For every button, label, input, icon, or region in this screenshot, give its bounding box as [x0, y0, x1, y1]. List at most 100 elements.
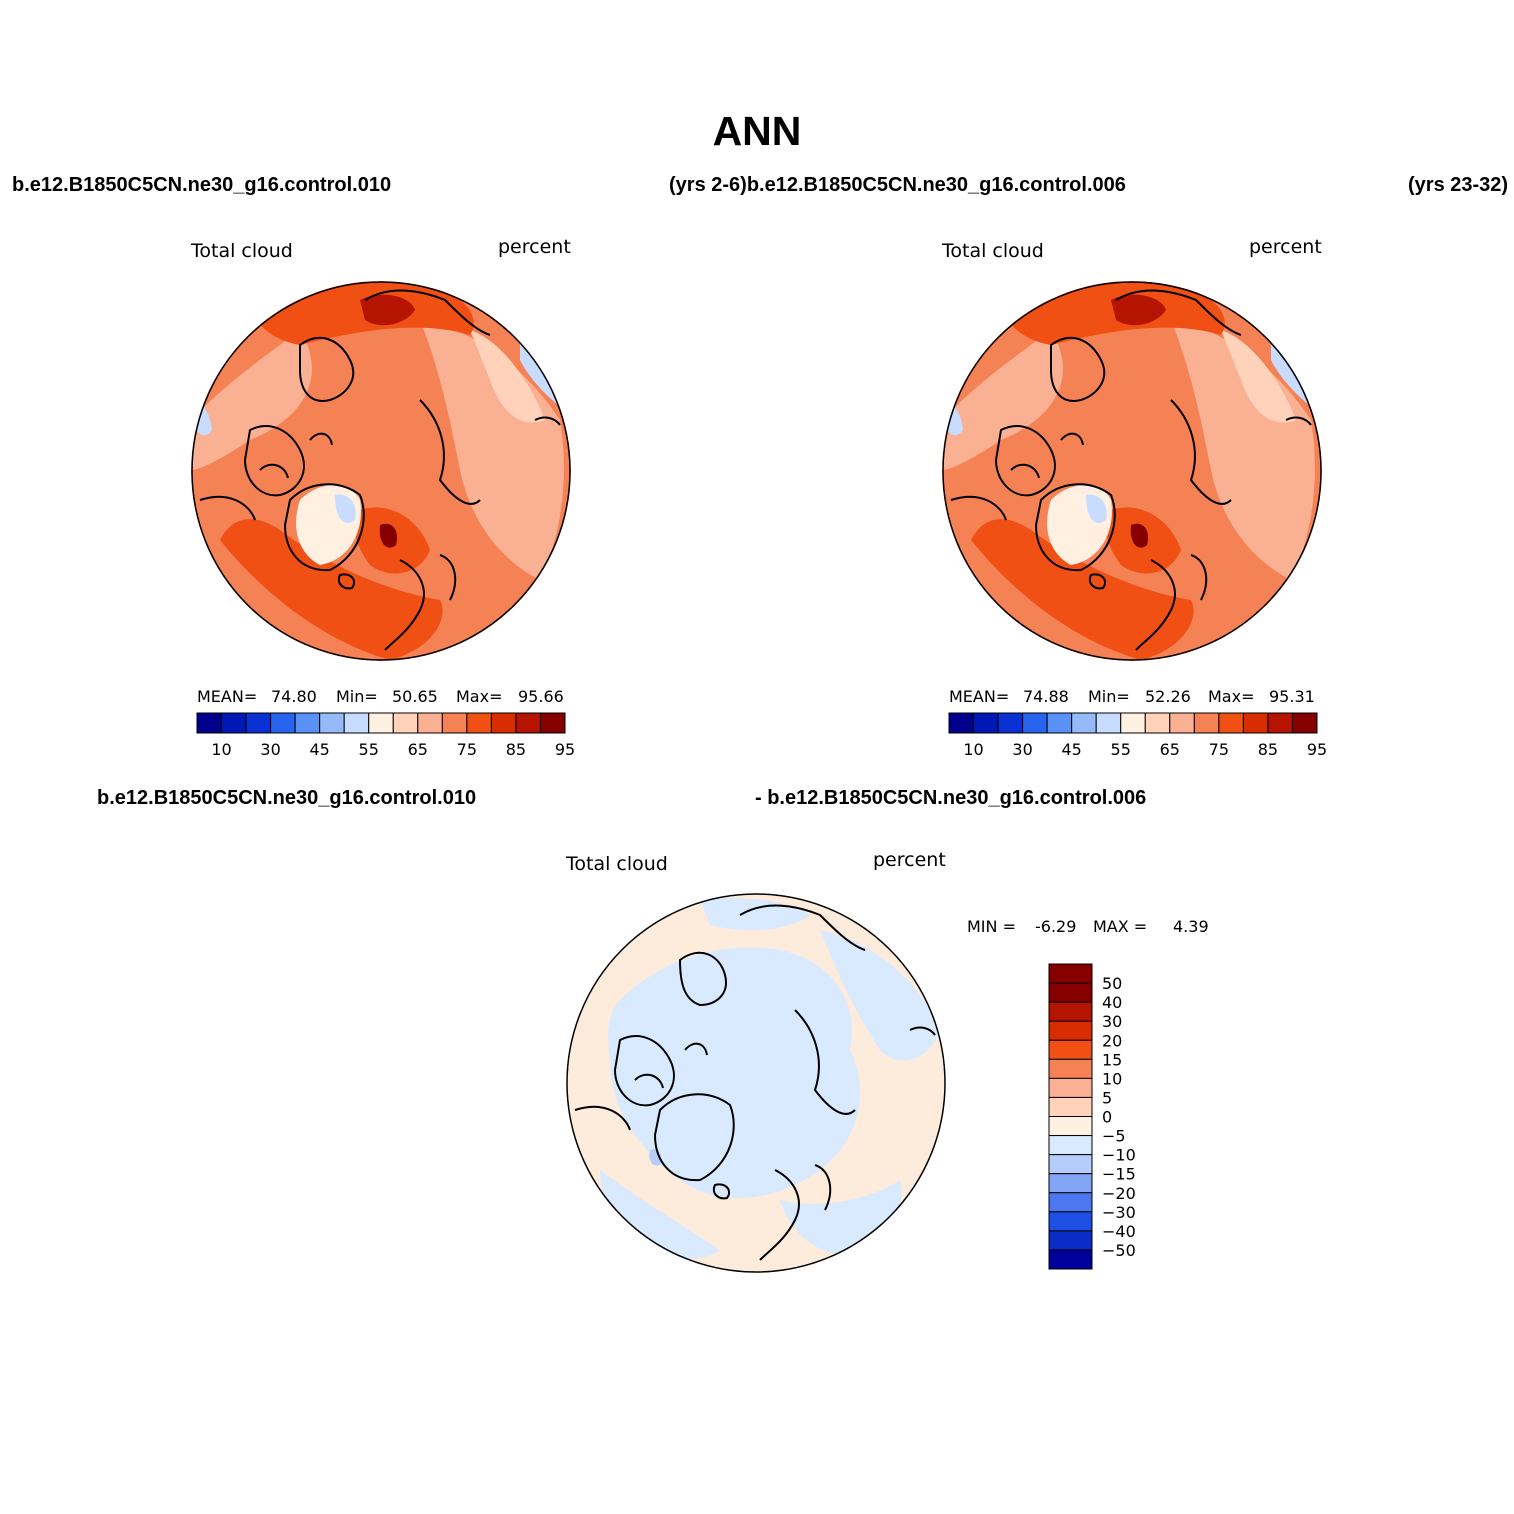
colorbar-panel2-swatch: [1022, 712, 1048, 734]
colorbar-diff-tick-label: 50: [1102, 974, 1122, 993]
colorbar-panel2-tick-label: 30: [1012, 740, 1032, 759]
panel1-min-label: Min=: [336, 687, 378, 706]
colorbar-panel1-swatch: [368, 712, 394, 734]
panel1-mean-label: MEAN=: [197, 687, 258, 706]
colorbar-panel1-tick-label: 95: [555, 740, 575, 759]
colorbar-diff-tick-label: 15: [1102, 1050, 1122, 1069]
colorbar-panel1-tick-label: 10: [211, 740, 231, 759]
colorbar-diff-tick-label: −50: [1102, 1241, 1136, 1260]
diff-units: percent: [873, 849, 946, 871]
colorbar-panel1-swatch: [539, 712, 566, 734]
colorbar-diff-tick-label: 5: [1102, 1088, 1112, 1107]
colorbar-panel2-swatch: [1144, 712, 1171, 734]
colorbar-diff-tick-label: 10: [1102, 1069, 1122, 1088]
panel2-mean-value: 74.88: [1023, 687, 1069, 706]
colorbar-panel1-swatch: [392, 712, 419, 734]
colorbar-diff-swatch: [1048, 982, 1093, 1003]
colorbar-panel1-swatch: [245, 712, 272, 734]
colorbar-diff-tick-label: 30: [1102, 1012, 1122, 1031]
colorbar-panel1-swatch: [196, 712, 223, 734]
diff-map: [566, 893, 946, 1273]
diff-min-value: -6.29: [1035, 917, 1077, 936]
figure-title: ANN: [712, 108, 802, 154]
colorbar-panel2-tick-label: 85: [1258, 740, 1278, 759]
diff-case-a-label: b.e12.B1850C5CN.ne30_g16.control.010: [97, 787, 477, 809]
panel2-min-value: 52.26: [1145, 687, 1191, 706]
colorbar-panel2-swatch: [1291, 712, 1318, 734]
panel2-mean-label: MEAN=: [949, 687, 1010, 706]
panel1-min-value: 50.65: [392, 687, 438, 706]
colorbar-diff-swatch: [1048, 1020, 1093, 1041]
colorbar-panel1-tick-label: 65: [408, 740, 428, 759]
diff-variable: Total cloud: [566, 853, 668, 875]
colorbar-panel1: 10 30 45 55 65 75 85 95: [196, 712, 575, 759]
colorbar-panel2-tick-label: 95: [1307, 740, 1327, 759]
colorbar-panel1-swatch: [343, 712, 370, 734]
colorbar-diff-tick-label: −20: [1102, 1184, 1136, 1203]
colorbar-panel2-swatch: [973, 712, 999, 734]
colorbar-diff-swatch: [1048, 1001, 1093, 1022]
colorbar-diff-tick-label: 40: [1102, 993, 1122, 1012]
panel2-max-value: 95.31: [1269, 687, 1315, 706]
colorbar-panel1-tick-label: 45: [309, 740, 329, 759]
colorbar-panel2-swatch: [1095, 712, 1122, 734]
colorbar-panel2-swatch: [1267, 712, 1293, 734]
diff-case-b-label: - b.e12.B1850C5CN.ne30_g16.control.006: [755, 787, 1147, 809]
colorbar-panel1-swatch: [294, 712, 321, 734]
colorbar-panel2-swatch: [1071, 712, 1097, 734]
case-right-label: (yrs 2-6)b.e12.B1850C5CN.ne30_g16.contro…: [669, 174, 1126, 196]
panel1-units: percent: [498, 236, 571, 258]
colorbar-diff-swatch: [1048, 963, 1093, 984]
colorbar-panel1-tick-label: 55: [359, 740, 379, 759]
colorbar-panel1-swatch: [490, 712, 517, 734]
colorbar-panel1-swatch: [441, 712, 468, 734]
colorbar-diff-swatch: [1048, 1116, 1093, 1137]
colorbar-diff-swatch: [1048, 1192, 1093, 1213]
colorbar-diff-tick-label: −5: [1102, 1127, 1126, 1146]
colorbar-panel2-swatch: [1193, 712, 1220, 734]
diff-max-label: MAX =: [1093, 917, 1148, 936]
colorbar-panel2-swatch: [997, 712, 1024, 734]
colorbar-panel2-swatch: [1218, 712, 1244, 734]
colorbar-panel1-tick-label: 30: [260, 740, 280, 759]
colorbar-diff-tick-label: −40: [1102, 1222, 1136, 1241]
case-left-label: b.e12.B1850C5CN.ne30_g16.control.010: [12, 174, 392, 196]
colorbar-panel2: 10 30 45 55 65 75 85 95: [948, 712, 1327, 759]
colorbar-panel2-tick-label: 45: [1061, 740, 1081, 759]
panel2-max-label: Max=: [1208, 687, 1255, 706]
colorbar-diff-swatch: [1048, 1211, 1093, 1232]
colorbar-panel2-swatch: [1046, 712, 1073, 734]
colorbar-panel1-swatch: [270, 712, 296, 734]
colorbar-panel2-swatch: [948, 712, 975, 734]
colorbar-diff-tick-label: 0: [1102, 1108, 1112, 1127]
diff-max-value: 4.39: [1173, 917, 1209, 936]
colorbar-panel2-swatch: [1242, 712, 1269, 734]
colorbar-diff-swatch: [1048, 1249, 1093, 1270]
colorbar-panel1-swatch: [221, 712, 247, 734]
diff-min-label: MIN =: [967, 917, 1016, 936]
panel2-variable: Total cloud: [942, 240, 1044, 262]
panel1-max-label: Max=: [456, 687, 503, 706]
colorbar-panel1-tick-label: 75: [457, 740, 477, 759]
panel2-units: percent: [1249, 236, 1322, 258]
colorbar-panel2-tick-label: 10: [963, 740, 983, 759]
panel1-map: [191, 281, 571, 661]
colorbar-panel1-swatch: [417, 712, 443, 734]
colorbar-panel2-swatch: [1120, 712, 1146, 734]
colorbar-diff-swatch: [1048, 1096, 1093, 1117]
colorbar-diff-tick-label: −10: [1102, 1146, 1136, 1165]
colorbar-diff-tick-label: 20: [1102, 1031, 1122, 1050]
colorbar-diff-swatch: [1048, 1077, 1093, 1098]
colorbar-diff-tick-label: −15: [1102, 1165, 1136, 1184]
years-right-label: (yrs 23-32): [1408, 174, 1509, 196]
colorbar-diff-swatch: [1048, 1230, 1093, 1251]
colorbar-diff-swatch: [1048, 1058, 1093, 1079]
colorbar-panel2-tick-label: 75: [1209, 740, 1229, 759]
colorbar-panel1-swatch: [466, 712, 492, 734]
colorbar-diff-swatch: [1048, 1039, 1093, 1060]
panel2-map: [942, 281, 1322, 661]
panel1-variable: Total cloud: [191, 240, 293, 262]
panel1-max-value: 95.66: [518, 687, 564, 706]
